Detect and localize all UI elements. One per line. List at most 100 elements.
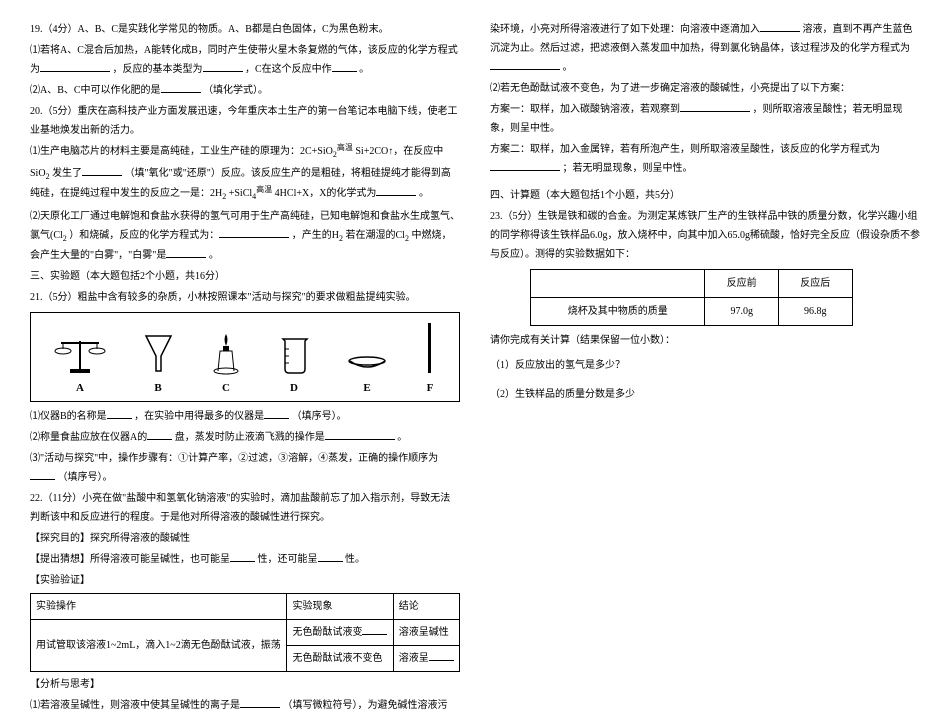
blank [166, 246, 206, 258]
q21-2c: 。 [397, 432, 407, 443]
cell-label: 烧杯及其中物质的质量 [531, 298, 705, 326]
left-column: 19.（4分）A、B、C是实践化学常见的物质。A、B都是白色固体，C为黑色粉末。… [30, 20, 460, 655]
q21-3b: （填序号）。 [58, 472, 113, 483]
blank [203, 60, 243, 72]
blank [376, 184, 416, 196]
q20-1g: 4HCl+X，X的化学式为 [275, 188, 377, 199]
q20-1h: 。 [419, 188, 429, 199]
q20-1a: ⑴生产电脑芯片的材料主要是高纯硅，工业生产硅的原理为：2C+SiO [30, 146, 333, 157]
q22-analysis: 【分析与思考】 [30, 675, 460, 694]
label-b: B [154, 378, 161, 399]
cell-con1: 溶液呈碱性 [393, 619, 459, 645]
blank [490, 159, 560, 171]
q20-part2: ⑵天原化工厂通过电解饱和食盐水获得的氢气可用于生产高纯硅，已知电解饱和食盐水生成… [30, 207, 460, 265]
apparatus-diagram: A B C D [30, 312, 460, 402]
q21-2a: ⑵称量食盐应放在仪器A的 [30, 432, 147, 443]
blank [429, 649, 454, 661]
data-table: 反应前 反应后 烧杯及其中物质的质量 97.0g 96.8g [530, 269, 853, 326]
th-ph: 实验现象 [287, 593, 393, 619]
apparatus-e: E [345, 331, 390, 399]
q19-title: 19.（4分）A、B、C是实践化学常见的物质。A、B都是白色固体，C为黑色粉末。 [30, 20, 460, 39]
q20-1d: 发生了 [52, 168, 82, 179]
q21-1: ⑴仪器B的名称是 ，在实验中用得最多的仪器是 （填序号）。 [30, 407, 460, 426]
q23-title: 23.（5分）生铁是铁和碳的合金。为测定某炼铁厂生产的生铁样品中铁的质量分数，化… [490, 207, 920, 264]
q22-hypothesis: 【提出猜想】所得溶液可能呈碱性，也可能呈 性，还可能呈 性。 [30, 550, 460, 569]
cell-con2: 溶液呈 [393, 645, 459, 671]
apparatus-b: B [141, 331, 176, 399]
th-empty [531, 270, 705, 298]
apparatus-f: F [423, 321, 438, 399]
apparatus-a: A [53, 331, 108, 399]
q21-3a: ⑶"活动与探究"中，操作步骤有：①计算产率，②过滤，③溶解，④蒸发，正确的操作顺… [30, 453, 438, 464]
blank [82, 164, 122, 176]
q19-2b: （填化学式）。 [203, 85, 268, 96]
q21-title: 21.（5分）粗盐中含有较多的杂质，小林按照课本"活动与探究"的要求做粗盐提纯实… [30, 288, 460, 307]
blank [362, 623, 387, 635]
balance-icon [53, 331, 108, 376]
th-before: 反应前 [705, 270, 779, 298]
q19-1d: 。 [359, 64, 369, 75]
q23-q2: （2）生铁样品的质量分数是多少 [490, 385, 920, 404]
beaker-icon [277, 331, 312, 376]
q21-2: ⑵称量食盐应放在仪器A的 盘，蒸发时防止液滴飞溅的操作是 。 [30, 428, 460, 447]
th-after: 反应后 [778, 270, 852, 298]
right-column: 染环境，小亮对所得溶液进行了如下处理：向溶液中逐滴加入 溶液，直到不再产生蓝色沉… [490, 20, 920, 655]
q22-hyp-c: 性。 [345, 554, 365, 565]
blank [230, 550, 255, 562]
label-d: D [290, 378, 298, 399]
label-e: E [363, 378, 370, 399]
q22-title: 22.（11分）小亮在做"盐酸中和氢氧化钠溶液"的实验时，滴加盐酸前忘了加入指示… [30, 489, 460, 527]
cont2: ⑵若无色酚酞试液不变色，为了进一步确定溶液的酸碱性，小亮提出了以下方案： [490, 79, 920, 98]
th-con: 结论 [393, 593, 459, 619]
q22-hyp-b: 性，还可能呈 [258, 554, 318, 565]
cell-before: 97.0g [705, 298, 779, 326]
q19-part1: ⑴若将A、C混合后加热，A能转化成B，同时产生使带火星木条复燃的气体，该反应的化… [30, 41, 460, 79]
table-row: 烧杯及其中物质的质量 97.0g 96.8g [531, 298, 853, 326]
plan2a: 方案二：取样，加入金属锌，若有所泡产生，则所取溶液呈酸性，该反应的化学方程式为 [490, 144, 880, 155]
blank [30, 468, 55, 480]
blank [318, 550, 343, 562]
table-row: 用试管取该溶液1~2mL，滴入1~2滴无色酚酞试液，振荡 无色酚酞试液变 溶液呈… [31, 619, 460, 645]
blank [760, 20, 800, 32]
label-f: F [427, 378, 434, 399]
cell-ph1: 无色酚酞试液变 [287, 619, 393, 645]
q22-an1: ⑴若溶液呈碱性，则溶液中使其呈碱性的离子是 （填写微粒符号），为避免碱性溶液污 [30, 696, 460, 715]
blank [161, 81, 201, 93]
burner-icon [209, 331, 244, 376]
q20-2b: ）和烧碱，反应的化学方程式为： [69, 230, 219, 241]
q22-hyp-a: 【提出猜想】所得溶液可能呈碱性，也可能呈 [30, 554, 230, 565]
rod-icon [423, 321, 438, 376]
text: 溶液呈 [399, 653, 429, 664]
q20-1c: SiO [30, 168, 46, 179]
q21-1c: （填序号）。 [292, 411, 347, 422]
section4-title: 四、计算题（本大题包括1个小题，共5分） [490, 186, 920, 205]
q19-2a: ⑵A、B、C中可以作化肥的是 [30, 85, 161, 96]
apparatus-c: C [209, 331, 244, 399]
blank [490, 58, 560, 70]
q22-an1a: ⑴若溶液呈碱性，则溶液中使其呈碱性的离子是 [30, 700, 240, 711]
blank [107, 407, 132, 419]
cell-op: 用试管取该溶液1~2mL，滴入1~2滴无色酚酞试液，振荡 [31, 619, 287, 671]
plan1a: 方案一：取样，加入碳酸钠溶液，若观察到 [490, 104, 680, 115]
q19-1b: ，反应的基本类型为 [113, 64, 203, 75]
dish-icon [345, 331, 390, 376]
q20-title: 20.（5分）重庆在高科技产业方面发展迅速，今年重庆本土生产的第一台笔记本电脑下… [30, 102, 460, 140]
label-a: A [76, 378, 84, 399]
q21-3: ⑶"活动与探究"中，操作步骤有：①计算产率，②过滤，③溶解，④蒸发，正确的操作顺… [30, 449, 460, 487]
q20-1b: Si+2CO↑，在反应中 [355, 146, 443, 157]
cell-after: 96.8g [778, 298, 852, 326]
cell-ph2: 无色酚酞试液不变色 [287, 645, 393, 671]
q23-prompt: 请你完成有关计算（结果保留一位小数）： [490, 331, 920, 350]
q22-an1b: （填写微粒符号），为避免碱性溶液污 [283, 700, 448, 711]
q20-1f: +SiCl [229, 188, 252, 199]
q23-q1: （1）反应放出的氢气是多少？ [490, 356, 920, 375]
q19-part2: ⑵A、B、C中可以作化肥的是 （填化学式）。 [30, 81, 460, 100]
cont1: 染环境，小亮对所得溶液进行了如下处理：向溶液中逐滴加入 溶液，直到不再产生蓝色沉… [490, 20, 920, 77]
q20-part1b: SiO2 发生了 （填"氧化"或"还原"）反应。该反应生产的是粗硅，将粗硅提纯才… [30, 164, 460, 204]
q20-2c: ，产生的H [292, 230, 339, 241]
q21-2b: 盘，蒸发时防止液滴飞溅的操作是 [175, 432, 325, 443]
q20-2f: 。 [209, 250, 219, 261]
q21-1a: ⑴仪器B的名称是 [30, 411, 107, 422]
q22-verify: 【实验验证】 [30, 571, 460, 590]
plan1: 方案一：取样，加入碳酸钠溶液，若观察到 ，则所取溶液呈酸性；若无明显现象，则呈中… [490, 100, 920, 138]
